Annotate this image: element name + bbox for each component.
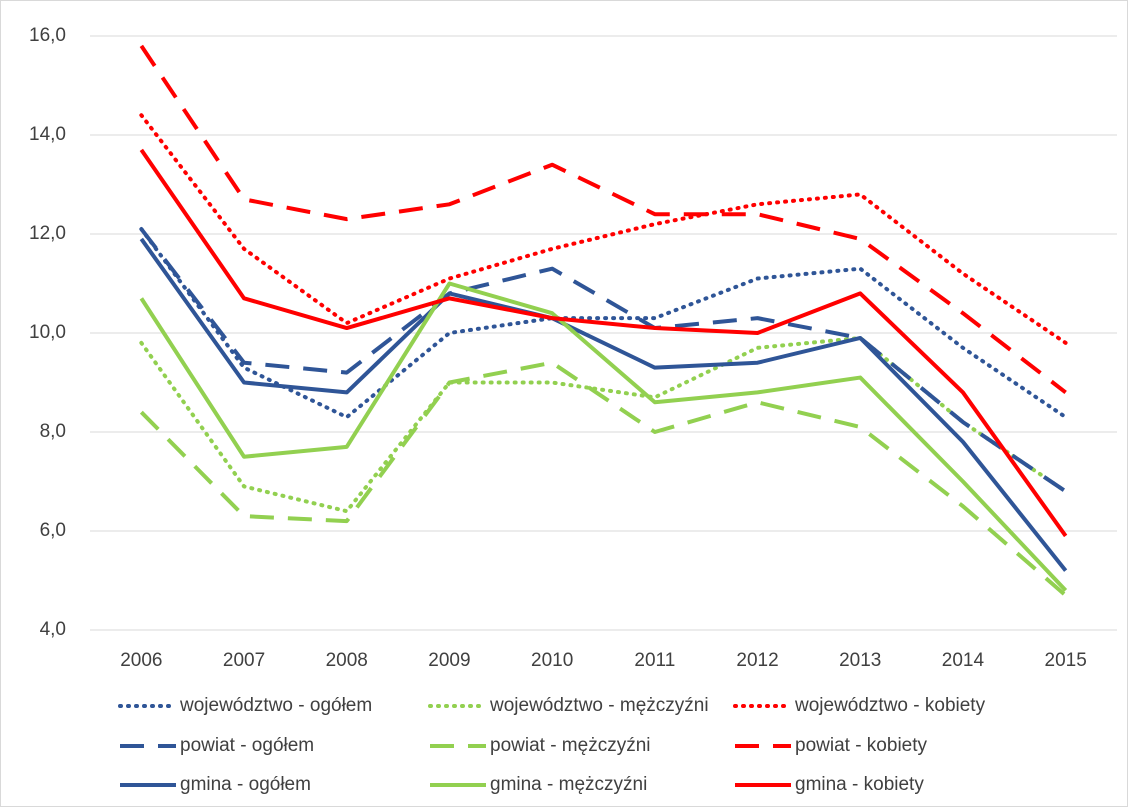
legend-label: gmina - mężczyźni — [490, 774, 647, 795]
y-tick-label: 12,0 — [29, 223, 66, 244]
x-tick-label: 2013 — [839, 650, 881, 671]
y-tick-label: 8,0 — [40, 421, 66, 442]
y-tick-label: 6,0 — [40, 520, 66, 541]
series-line — [139, 237, 1068, 572]
series-line — [139, 360, 1067, 597]
legend-label: województwo - mężczyźni — [489, 695, 709, 716]
legend-label: województwo - kobiety — [794, 695, 986, 716]
legend-label: gmina - kobiety — [795, 774, 924, 795]
series-line — [139, 148, 1068, 538]
x-tick-label: 2007 — [223, 650, 265, 671]
y-tick-label: 10,0 — [29, 322, 66, 343]
y-tick-label: 14,0 — [29, 124, 66, 145]
x-tick-label: 2011 — [634, 650, 675, 671]
series-line — [139, 281, 1068, 592]
series-line — [139, 44, 1067, 394]
legend-label: województwo - ogółem — [179, 695, 372, 716]
x-tick-label: 2008 — [326, 650, 368, 671]
x-tick-label: 2006 — [120, 650, 162, 671]
x-tick-label: 2012 — [736, 650, 778, 671]
x-tick-label: 2015 — [1045, 650, 1087, 671]
x-tick-label: 2010 — [531, 650, 573, 671]
series-line — [139, 227, 1068, 420]
legend-label: gmina - ogółem — [180, 774, 311, 795]
x-tick-label: 2009 — [428, 650, 470, 671]
x-tick-label: 2014 — [942, 650, 985, 671]
legend-label: powiat - kobiety — [795, 735, 928, 756]
y-tick-label: 16,0 — [29, 25, 66, 46]
series-line — [139, 335, 1068, 514]
legend-label: powiat - mężczyźni — [490, 735, 651, 756]
y-tick-label: 4,0 — [40, 619, 66, 640]
legend-label: powiat - ogółem — [180, 735, 314, 756]
series-line — [139, 113, 1068, 345]
